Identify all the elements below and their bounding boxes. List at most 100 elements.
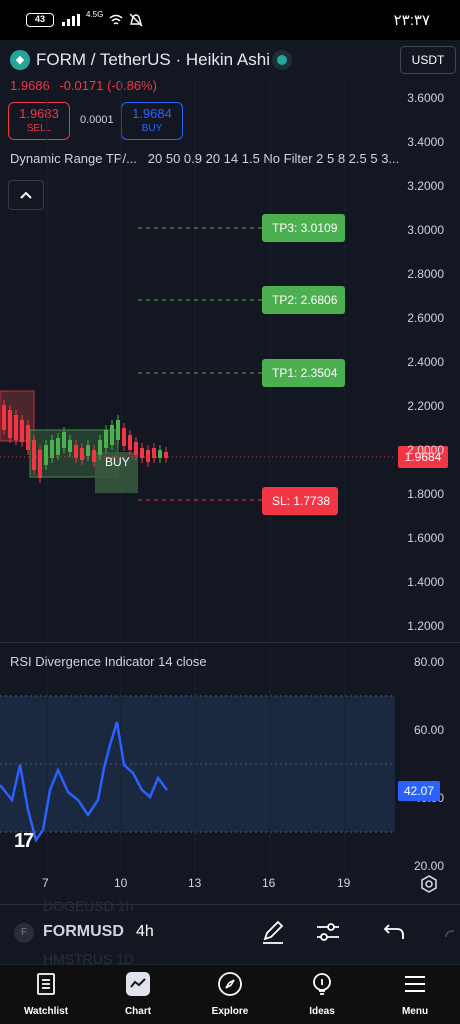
undo-icon[interactable] — [381, 918, 409, 946]
network-type: 4.5G — [86, 10, 104, 19]
candle-body — [152, 448, 156, 458]
indicators-icon[interactable] — [314, 918, 342, 946]
candle-body — [110, 425, 114, 445]
price-axis-label: 3.2000 — [407, 179, 444, 193]
candle-body — [2, 405, 6, 430]
candle-body — [50, 440, 54, 458]
sell-label: SELL — [26, 123, 52, 134]
price-axis-label: 1.4000 — [407, 575, 444, 589]
time-label: 7 — [42, 876, 49, 890]
candle-body — [32, 440, 36, 470]
candle-body — [128, 435, 132, 450]
price-axis-label: 2.6000 — [407, 311, 444, 325]
price-line: 1.9686 -0.0171 (-0.86%) — [10, 78, 163, 93]
nav-label: Watchlist — [23, 1006, 69, 1017]
rsi-value-tag: 42.07 — [398, 781, 440, 801]
chart-icon — [126, 972, 150, 996]
candle-body — [164, 452, 168, 458]
rsi-chart[interactable] — [0, 650, 400, 872]
status-bar: 43 4.5G ۲۳:۳۷ — [0, 0, 460, 40]
candle-body — [116, 420, 120, 440]
time-label: 10 — [114, 876, 128, 890]
sell-button[interactable]: 1.9683 SELL — [8, 102, 70, 140]
candle-body — [20, 420, 24, 442]
candle-body — [92, 450, 96, 462]
candle-body — [98, 440, 102, 455]
nav-label: Chart — [124, 1006, 152, 1017]
candle-body — [62, 432, 66, 448]
symbol-selector[interactable]: FORMUSD — [43, 923, 124, 940]
battery-level: 43 — [34, 14, 45, 24]
market-status-icon[interactable] — [272, 50, 292, 70]
tp2-label: TP2: 2.6806 — [262, 286, 346, 314]
nav-label: Ideas — [309, 1006, 335, 1017]
lightbulb-icon — [313, 973, 331, 995]
bottom-nav: Watchlist Chart Explore Ideas Menu — [0, 964, 460, 1024]
mute-icon — [129, 13, 143, 27]
indicator-params: 20 50 0.9 20 14 1.5 No Filter 2 5 8 2.5 … — [147, 151, 400, 166]
rsi-line — [0, 721, 168, 843]
buy-price: 1.9684 — [132, 106, 172, 121]
symbol-badge: F — [14, 923, 34, 943]
symbol-title[interactable]: FORM / TetherUS · Heikin Ashi — [36, 50, 270, 69]
candle-body — [44, 445, 48, 465]
wifi-icon — [109, 14, 123, 25]
price-axis-label: 2.4000 — [407, 355, 444, 369]
currency-button[interactable]: USDT — [400, 46, 456, 74]
candle-body — [86, 445, 90, 456]
buy-marker-box — [95, 452, 138, 493]
time-label: 16 — [262, 876, 276, 890]
price-chart[interactable] — [0, 80, 395, 640]
last-price: 1.9686 — [10, 78, 50, 93]
price-axis-label: 2.0000 — [407, 443, 444, 457]
price-axis-label: 3.6000 — [407, 91, 444, 105]
candle-body — [26, 425, 30, 450]
candle-body — [74, 445, 78, 458]
price-axis-label: 1.2000 — [407, 619, 444, 633]
buy-label: BUY — [141, 123, 163, 134]
candle-body — [8, 410, 12, 438]
price-axis-label: 3.0000 — [407, 223, 444, 237]
coin-logo: ◆ — [10, 50, 30, 70]
time-axis[interactable]: 7 10 13 16 19 — [0, 876, 460, 896]
nav-watchlist[interactable]: Watchlist — [11, 965, 81, 1024]
rsi-legend[interactable]: RSI Divergence Indicator 14 close — [10, 654, 207, 669]
chart-settings-icon[interactable] — [419, 874, 439, 894]
price-axis-label: 2.8000 — [407, 267, 444, 281]
rsi-axis-label: 20.00 — [413, 859, 444, 873]
rsi-axis-label: 80.00 — [413, 655, 444, 669]
pane-divider[interactable] — [0, 642, 460, 643]
price-axis-label: 1.8000 — [407, 487, 444, 501]
nav-ideas[interactable]: Ideas — [287, 965, 357, 1024]
candle-body — [146, 450, 150, 462]
candle-body — [158, 450, 162, 458]
indicator-legend[interactable]: Dynamic Range TP/... 20 50 0.9 20 14 1.5… — [10, 151, 399, 166]
buy-button[interactable]: 1.9684 BUY — [121, 102, 183, 140]
compass-icon — [218, 972, 242, 996]
candle-body — [68, 440, 72, 452]
price-axis-label: 1.6000 — [407, 531, 444, 545]
tp3-label: TP3: 3.0109 — [262, 214, 346, 242]
status-time: ۲۳:۳۷ — [393, 12, 430, 29]
price-axis-label: 3.4000 — [407, 135, 444, 149]
indicator-name: Dynamic Range TP/... — [10, 151, 137, 166]
spread-value: 0.0001 — [80, 114, 114, 126]
time-label: 13 — [188, 876, 202, 890]
candle-body — [122, 428, 126, 446]
interval-selector[interactable]: 4h — [136, 923, 154, 940]
nav-menu[interactable]: Menu — [380, 965, 450, 1024]
candle-body — [38, 450, 42, 478]
time-label: 19 — [337, 876, 351, 890]
candle-body — [140, 448, 144, 458]
collapse-legend-button[interactable] — [8, 180, 44, 210]
candle-body — [56, 438, 60, 455]
nav-chart[interactable]: Chart — [103, 965, 173, 1024]
ghost-symbol-above: DOGEUSD 1h — [43, 898, 134, 914]
signal-icon — [62, 14, 82, 26]
candle-body — [80, 448, 84, 460]
tradingview-logo[interactable]: 17 — [14, 830, 34, 852]
redo-icon[interactable] — [440, 925, 460, 945]
pencil-icon[interactable] — [259, 918, 287, 946]
ghost-symbol-below: HMSTRUS 1D — [43, 951, 135, 967]
nav-explore[interactable]: Explore — [195, 965, 265, 1024]
